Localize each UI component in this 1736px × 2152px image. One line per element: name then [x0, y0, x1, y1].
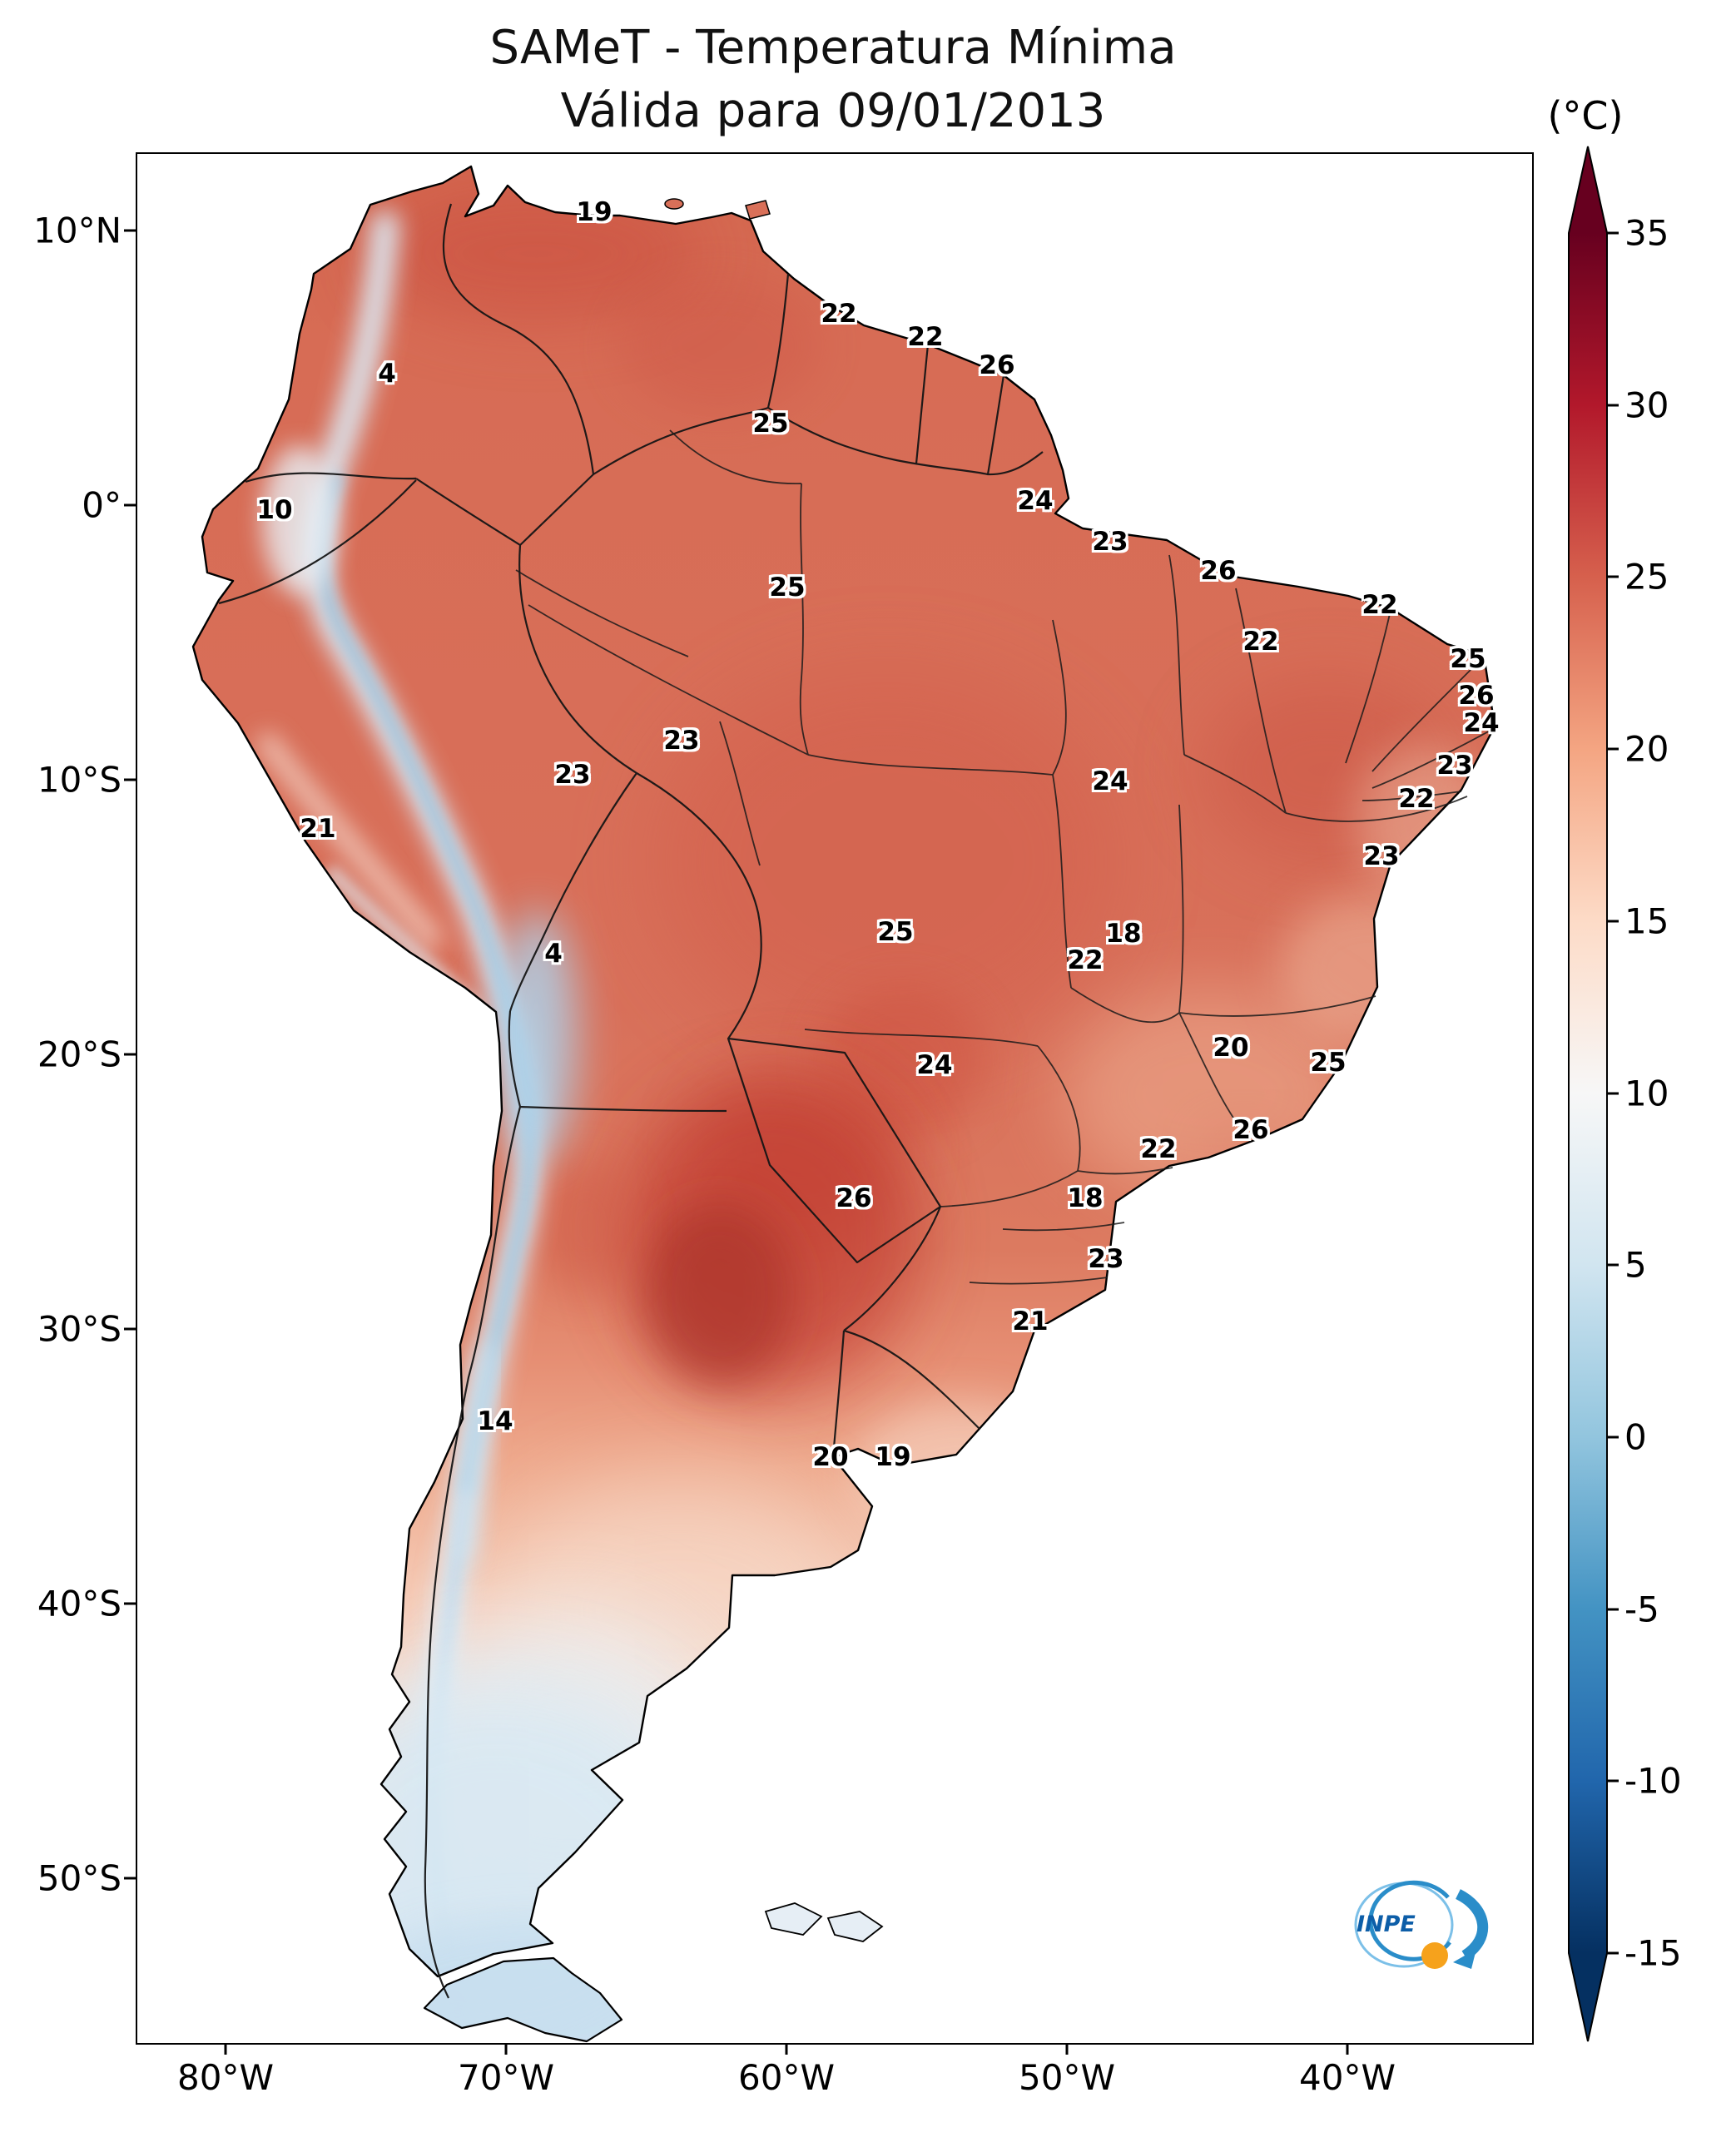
state-borders	[515, 429, 1495, 1285]
colorbar-tick-label: 15	[1624, 900, 1669, 942]
colorbar-tick-label: 30	[1624, 384, 1669, 426]
south-america-map	[191, 165, 1496, 2043]
y-axis-tick-mark	[124, 1877, 136, 1880]
colorbar-unit-label: (°C)	[1547, 93, 1624, 138]
colorbar-tick-mark	[1607, 1779, 1619, 1783]
x-axis-tick-mark	[504, 2043, 508, 2055]
inpe-logo-text: INPE	[1357, 1912, 1416, 1937]
colorbar-tick-mark	[1607, 575, 1619, 578]
y-axis-tick-mark	[124, 1602, 136, 1605]
x-axis-tick-label: 80°W	[177, 2057, 274, 2098]
page-title-line1: SAMeT - Temperatura Mínima	[489, 21, 1177, 75]
x-axis-tick-mark	[224, 2043, 227, 2055]
y-axis-tick-label: 0°	[82, 484, 122, 526]
colorbar-tick-label: 25	[1624, 556, 1669, 598]
colorbar-tick-mark	[1607, 1263, 1619, 1267]
colorbar-tick-label: 5	[1624, 1244, 1647, 1286]
y-axis-tick-mark	[124, 778, 136, 781]
x-axis-tick-mark	[1346, 2043, 1349, 2055]
temperature-field	[193, 166, 1495, 2041]
inpe-logo: INPE	[1333, 1860, 1508, 1993]
y-axis-tick-mark	[124, 1053, 136, 1056]
colorbar-tick-label: 20	[1624, 728, 1669, 770]
y-axis-tick-label: 30°S	[37, 1308, 122, 1350]
x-axis-tick-label: 60°W	[738, 2057, 835, 2098]
colorbar-tick-mark	[1607, 920, 1619, 923]
map-plot: 19 22 22 26 4 25 10 24 23 26 22 22 25 26 24 25 23 23 23 22 2…	[136, 152, 1534, 2045]
colorbar	[1568, 146, 1608, 2042]
x-axis-tick-mark	[1065, 2043, 1069, 2055]
colorbar-tick-label: -15	[1624, 1932, 1682, 1974]
colorbar-tick-label: -5	[1624, 1589, 1659, 1630]
colorbar-tick-mark	[1607, 404, 1619, 407]
y-axis-tick-label: 10°N	[33, 210, 122, 251]
figure-title: SAMeT - Temperatura Mínima Válida para 0…	[136, 17, 1530, 142]
colorbar-tick-mark	[1607, 1435, 1619, 1439]
colorbar-tick-mark	[1607, 1092, 1619, 1094]
x-axis-tick-label: 70°W	[458, 2057, 554, 2098]
colorbar-tick-label: -10	[1624, 1760, 1682, 1802]
y-axis-tick-label: 10°S	[37, 759, 122, 801]
falkland-islands	[764, 1902, 884, 1942]
caribbean-islands	[664, 198, 771, 220]
y-axis-tick-label: 40°S	[37, 1583, 122, 1624]
continent-coastline	[191, 165, 1496, 1978]
colorbar-tick-mark	[1607, 231, 1619, 235]
y-axis-tick-mark	[124, 229, 136, 232]
y-axis-tick-mark	[124, 1327, 136, 1331]
colorbar-gradient-bar	[1569, 233, 1607, 1953]
colorbar-extend-min	[1569, 1953, 1607, 2041]
page-title-line2: Válida para 09/01/2013	[560, 83, 1106, 138]
y-axis-tick-mark	[124, 503, 136, 507]
x-axis-tick-label: 50°W	[1019, 2057, 1115, 2098]
colorbar-tick-label: 0	[1624, 1416, 1647, 1458]
colorbar-tick-label: 35	[1624, 212, 1669, 254]
inpe-logo-graphic	[1354, 1880, 1489, 1969]
y-axis-tick-label: 20°S	[37, 1034, 122, 1075]
x-axis-tick-mark	[785, 2043, 788, 2055]
colorbar-tick-mark	[1607, 1608, 1619, 1611]
colorbar-tick-mark	[1607, 747, 1619, 751]
y-axis-tick-label: 50°S	[37, 1857, 122, 1899]
tierra-del-fuego	[423, 1956, 623, 2043]
country-borders	[218, 203, 1044, 1999]
x-axis-tick-label: 40°W	[1299, 2057, 1396, 2098]
logo-orange-dot	[1421, 1942, 1448, 1969]
colorbar-tick-label: 10	[1624, 1073, 1669, 1113]
colorbar-tick-mark	[1607, 1951, 1619, 1955]
colorbar-extend-max	[1569, 146, 1607, 233]
